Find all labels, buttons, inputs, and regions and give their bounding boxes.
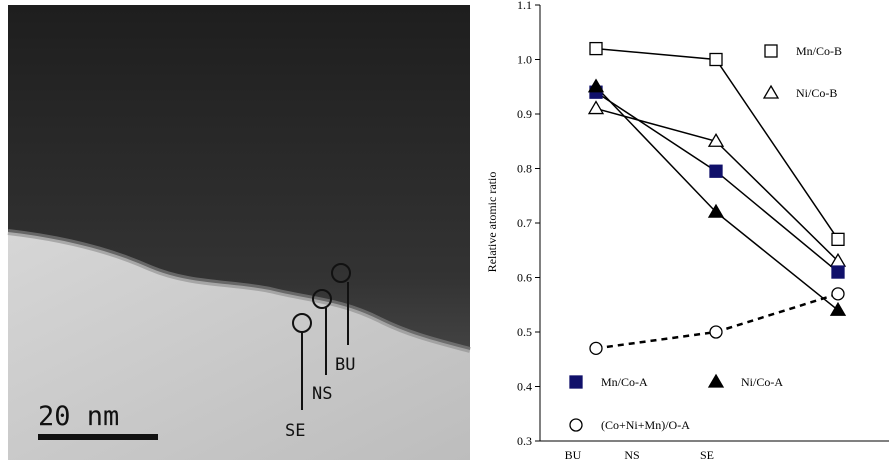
legend-label: Ni/Co-A xyxy=(741,375,783,389)
legend-label: Mn/Co-A xyxy=(601,375,648,389)
data-point xyxy=(831,303,845,315)
legend-marker xyxy=(709,375,723,387)
series-line xyxy=(596,87,838,310)
x-tick-label: BU xyxy=(565,448,582,461)
scale-bar-label: 20 nm xyxy=(38,401,119,432)
legend-marker xyxy=(764,86,778,98)
y-tick-label: 0.3 xyxy=(517,434,532,448)
probe-label: BU xyxy=(335,355,355,375)
data-point xyxy=(590,342,602,354)
chart: Relative atomic ratio 0.3 0.4 0.5 0.6 0.7 0.8… xyxy=(485,0,889,461)
figure: BU NS SE 20 nm Relative atomic ratio 0.3… xyxy=(0,0,891,461)
legend-marker xyxy=(570,419,582,431)
y-tick-label: 0.4 xyxy=(517,380,532,394)
legend-label: Ni/Co-B xyxy=(796,86,837,100)
data-point xyxy=(710,165,722,177)
y-tick-label: 0.8 xyxy=(517,162,532,176)
probe-label: NS xyxy=(312,384,332,404)
tem-image: BU NS SE 20 nm xyxy=(8,5,470,460)
data-point xyxy=(832,233,844,245)
data-point xyxy=(590,43,602,55)
series-line xyxy=(596,294,838,349)
x-tick-label: SE xyxy=(700,448,714,461)
data-point xyxy=(832,288,844,300)
legend-marker xyxy=(570,376,582,388)
y-tick-label: 0.6 xyxy=(517,271,532,285)
y-axis-label: Relative atomic ratio xyxy=(485,172,499,273)
legend-label: (Co+Ni+Mn)/O-A xyxy=(601,418,690,432)
scale-bar xyxy=(38,434,158,440)
y-tick-label: 0.5 xyxy=(517,325,532,339)
data-point xyxy=(589,102,603,114)
y-tick-label: 0.7 xyxy=(517,216,532,230)
legend-label: Mn/Co-B xyxy=(796,44,842,58)
data-point xyxy=(710,326,722,338)
y-tick-label: 0.9 xyxy=(517,107,532,121)
y-tick-label: 1.0 xyxy=(517,53,532,67)
x-tick-label: NS xyxy=(624,448,639,461)
data-point xyxy=(710,54,722,66)
probe-label: SE xyxy=(285,421,305,441)
y-tick-label: 1.1 xyxy=(517,0,532,12)
data-point xyxy=(832,266,844,278)
legend-marker xyxy=(765,45,777,57)
